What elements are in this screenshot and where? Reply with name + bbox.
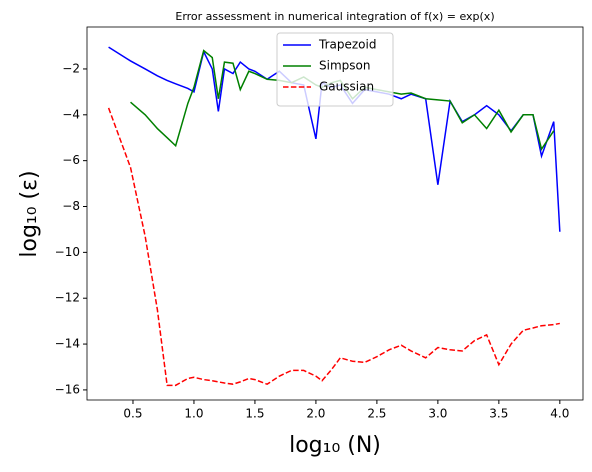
x-tick-label: 0.5 — [123, 407, 142, 421]
x-tick-label: 1.5 — [245, 407, 264, 421]
x-tick-label: 4.0 — [550, 407, 569, 421]
y-tick-label: −6 — [62, 153, 80, 167]
x-tick-label: 3.5 — [489, 407, 508, 421]
x-tick-label: 2.0 — [306, 407, 325, 421]
legend-box — [276, 32, 394, 107]
y-tick-label: −2 — [62, 61, 80, 75]
legend-label: Trapezoid — [318, 38, 376, 52]
y-tick-label: −14 — [55, 337, 80, 351]
y-tick-label: −8 — [62, 199, 80, 213]
chart-title: Error assessment in numerical integratio… — [175, 10, 494, 23]
y-tick-label: −10 — [55, 245, 80, 259]
series-line — [107, 107, 560, 387]
y-axis-label: log₁₀ (ε) — [17, 170, 42, 257]
legend-label: Simpson — [319, 59, 370, 73]
y-tick-label: −12 — [55, 291, 80, 305]
x-tick-label: 2.5 — [367, 407, 386, 421]
x-tick-label: 1.0 — [184, 407, 203, 421]
y-tick-label: −16 — [55, 382, 80, 396]
x-axis-label: log₁₀ (N) — [289, 433, 381, 458]
x-tick-label: 3.0 — [428, 407, 447, 421]
legend-label: Gaussian — [319, 80, 374, 94]
y-tick-label: −4 — [62, 107, 80, 121]
plot-frame — [86, 26, 584, 401]
